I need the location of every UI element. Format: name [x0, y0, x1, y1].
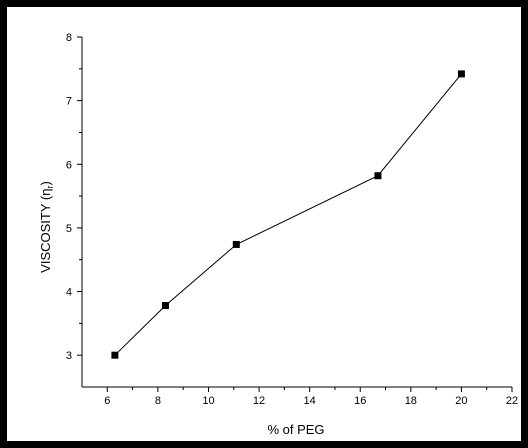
- data-point: [374, 172, 382, 180]
- x-ticks: 6 8 10 12 14 16 18 20 22: [104, 387, 518, 407]
- x-tick-label: 18: [405, 395, 417, 407]
- x-tick-label: 6: [104, 395, 110, 407]
- y-axis-title-subscript: r: [45, 186, 55, 189]
- x-tick-label: 20: [455, 395, 467, 407]
- x-tick-label: 12: [253, 395, 265, 407]
- data-point: [161, 302, 169, 310]
- y-axis-title-close: ): [38, 181, 53, 185]
- y-tick-label: 7: [66, 96, 72, 108]
- y-tick-label: 4: [66, 287, 72, 299]
- y-axis-title: VISCOSITY (ηr): [38, 181, 55, 273]
- x-tick-label: 22: [506, 395, 518, 407]
- series-line: [114, 73, 462, 356]
- y-axis-title-main: VISCOSITY (η: [38, 189, 53, 273]
- x-axis-title: % of PEG: [267, 422, 324, 437]
- y-tick-label: 8: [66, 32, 72, 44]
- y-tick-label: 5: [66, 223, 72, 235]
- y-tick-label: 3: [66, 350, 72, 362]
- y-tick-label: 6: [66, 159, 72, 171]
- axes: [81, 37, 512, 388]
- x-tick-label: 16: [354, 395, 366, 407]
- data-point: [232, 240, 240, 248]
- data-markers: [111, 70, 465, 359]
- data-point: [457, 70, 465, 78]
- x-tick-label: 8: [155, 395, 161, 407]
- y-ticks: 3 4 5 6 7 8: [66, 32, 82, 362]
- x-tick-label: 14: [304, 395, 316, 407]
- data-point: [111, 351, 119, 359]
- x-tick-label: 10: [202, 395, 214, 407]
